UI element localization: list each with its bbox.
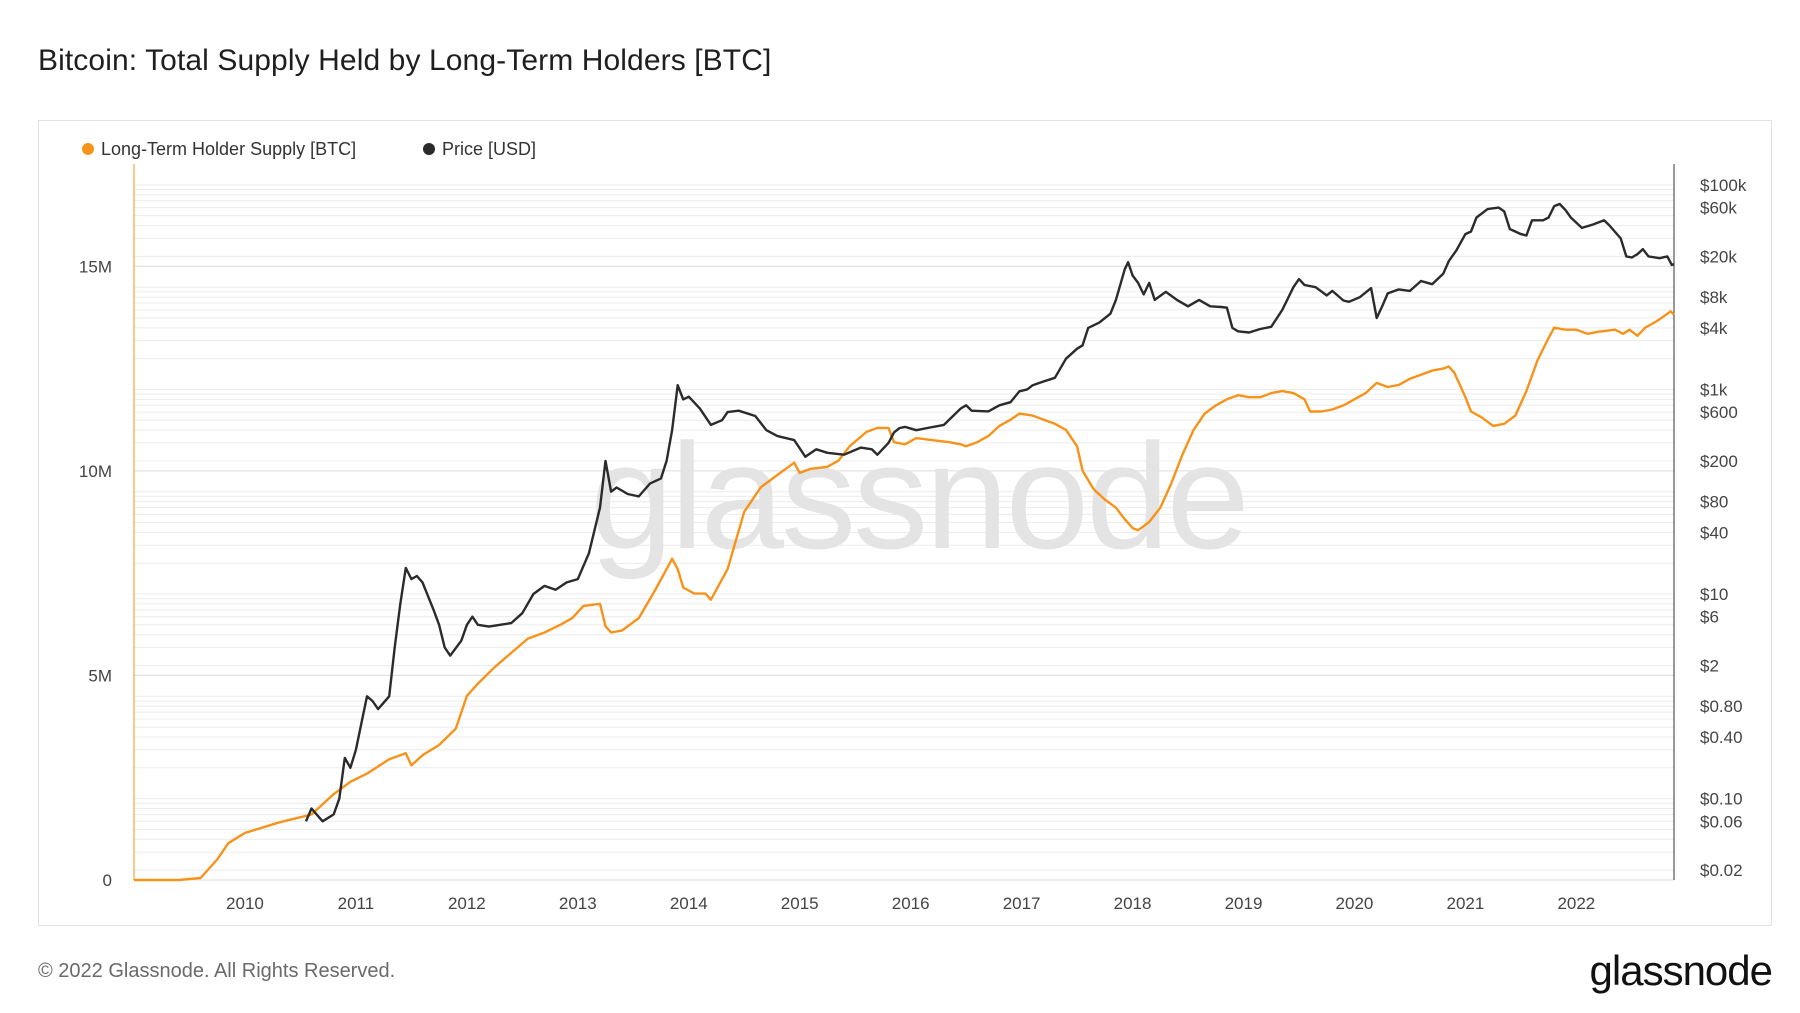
y-right-tick-label: $0.06 bbox=[1700, 812, 1743, 831]
y-left-tick-label: 15M bbox=[79, 257, 112, 276]
x-tick-label: 2014 bbox=[670, 894, 708, 913]
y-right-tick-label: $40 bbox=[1700, 523, 1728, 542]
y-axis-left-labels: 0 5M 10M 15M bbox=[79, 257, 112, 890]
x-tick-label: 2016 bbox=[892, 894, 930, 913]
y-right-tick-label: $4k bbox=[1700, 319, 1728, 338]
series-line-lth-supply bbox=[134, 310, 1675, 882]
chart-panel bbox=[38, 120, 1772, 926]
x-tick-label: 2018 bbox=[1114, 894, 1152, 913]
y-right-tick-label: $600 bbox=[1700, 403, 1738, 422]
x-tick-label: 2012 bbox=[448, 894, 486, 913]
legend-marker-price bbox=[423, 143, 435, 155]
y-right-tick-label: $100k bbox=[1700, 176, 1747, 195]
x-tick-label: 2013 bbox=[559, 894, 597, 913]
y-right-tick-label: $10 bbox=[1700, 585, 1728, 604]
y-right-tick-label: $8k bbox=[1700, 288, 1728, 307]
y-left-tick-label: 10M bbox=[79, 462, 112, 481]
y-right-tick-label: $1k bbox=[1700, 380, 1728, 399]
grid-lines bbox=[134, 184, 1674, 881]
glassnode-logo[interactable]: glassnode bbox=[1589, 947, 1773, 994]
y-right-tick-label: $60k bbox=[1700, 199, 1737, 218]
y-right-tick-label: $0.02 bbox=[1700, 861, 1743, 880]
y-left-tick-label: 0 bbox=[103, 871, 112, 890]
y-right-tick-label: $0.10 bbox=[1700, 790, 1743, 809]
series-line-price bbox=[304, 202, 1675, 823]
copyright-footer: © 2022 Glassnode. All Rights Reserved. bbox=[38, 960, 396, 982]
x-tick-label: 2011 bbox=[338, 894, 375, 913]
y-right-tick-label: $0.80 bbox=[1700, 697, 1743, 716]
legend[interactable]: Long-Term Holder Supply [BTC] Price [USD… bbox=[82, 139, 536, 159]
y-right-tick-label: $2 bbox=[1700, 657, 1719, 676]
y-right-tick-label: $200 bbox=[1700, 452, 1738, 471]
x-tick-label: 2017 bbox=[1003, 894, 1041, 913]
y-left-tick-label: 5M bbox=[88, 666, 112, 685]
y-right-tick-label: $0.40 bbox=[1700, 728, 1743, 747]
legend-label-supply[interactable]: Long-Term Holder Supply [BTC] bbox=[101, 139, 356, 159]
legend-label-price[interactable]: Price [USD] bbox=[442, 139, 536, 159]
watermark-text: glassnode bbox=[590, 412, 1247, 580]
y-axis-right-labels: $100k $60k $20k $8k $4k $1k $600 $200 $80 $40 $10 $… bbox=[1700, 176, 1747, 880]
y-right-tick-label: $6 bbox=[1700, 608, 1719, 627]
x-tick-label: 2019 bbox=[1225, 894, 1263, 913]
x-axis-labels: 2010 2011 2012 2013 2014 2015 2016 2017 2018 2019… bbox=[226, 894, 1595, 913]
x-tick-label: 2010 bbox=[226, 894, 264, 913]
y-right-tick-label: $20k bbox=[1700, 247, 1737, 266]
x-tick-label: 2021 bbox=[1446, 894, 1484, 913]
x-tick-label: 2020 bbox=[1336, 894, 1374, 913]
legend-marker-supply bbox=[82, 143, 94, 155]
x-tick-label: 2015 bbox=[781, 894, 819, 913]
x-tick-label: 2022 bbox=[1557, 894, 1595, 913]
y-right-tick-label: $80 bbox=[1700, 493, 1728, 512]
chart-title: Bitcoin: Total Supply Held by Long-Term … bbox=[38, 44, 772, 77]
